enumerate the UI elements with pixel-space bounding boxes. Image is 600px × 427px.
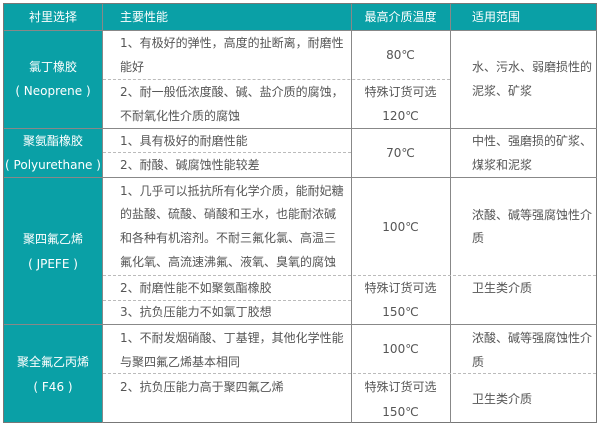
scope-line: 浓酸、碱等强腐蚀性介 <box>472 331 593 345</box>
header-lining: 衬里选择 <box>28 10 77 24</box>
scope-line: 质 <box>472 355 485 369</box>
dashed-divider <box>103 300 351 301</box>
scope-line: 卫生类介质 <box>472 392 533 406</box>
lining-table <box>3 3 597 423</box>
lining-code: ( F46 ) <box>33 380 73 394</box>
lining-name: 聚全氟乙丙烯 <box>16 355 89 369</box>
lining-name: 聚氨酯橡胶 <box>22 134 83 148</box>
temp: 100℃ <box>382 220 419 234</box>
temp: 150℃ <box>382 305 419 319</box>
divider <box>4 324 597 325</box>
scope-line: 中性、强磨损的矿浆、 <box>472 134 593 148</box>
divider <box>450 4 451 423</box>
divider <box>351 4 352 423</box>
property-line: 和各种有机溶剂。不耐三氟化氯、高温三 <box>120 231 337 245</box>
lining-code: ( Polyurethane ) <box>5 158 101 172</box>
temp: 70℃ <box>386 146 415 160</box>
dashed-divider <box>103 373 596 374</box>
divider <box>4 30 597 31</box>
divider <box>102 4 103 423</box>
first-column-bg <box>4 30 102 422</box>
lining-name: 氯丁橡胶 <box>28 60 77 74</box>
scope-line: 浓酸、碱等强腐蚀性介 <box>472 208 593 222</box>
property-line: 2、耐一般低浓度酸、碱、盐介质的腐蚀， <box>120 85 344 99</box>
header-max-temp: 最高介质温度 <box>364 10 437 24</box>
temp-note: 特殊订货可选 <box>364 281 437 295</box>
property-line: 2、耐酸、碱腐蚀性能较差 <box>120 158 260 172</box>
divider <box>4 177 597 178</box>
scope-line: 煤浆和泥浆 <box>472 158 533 172</box>
scope-line: 泥浆、矿浆 <box>472 84 533 98</box>
property-line: 1、几乎可以抵抗所有化学介质，能耐妃糖 <box>120 184 344 198</box>
property-line: 氟化氧、高流速沸氟、液氧、臭氧的腐蚀 <box>120 255 337 269</box>
temp: 100℃ <box>382 342 419 356</box>
property-line: 2、抗负压能力高于聚四氟乙烯 <box>120 380 284 394</box>
property-line: 1、有极好的弹性，高度的扯断离，耐磨性 <box>120 36 344 50</box>
header-scope: 适用范围 <box>472 10 521 24</box>
temp: 120℃ <box>382 109 419 123</box>
temp: 150℃ <box>382 405 419 419</box>
dashed-divider <box>103 152 351 153</box>
divider <box>4 128 597 129</box>
property-line: 与聚四氟乙烯基本相同 <box>120 355 241 369</box>
property-line: 不耐氧化性介质的腐蚀 <box>120 109 241 123</box>
property-line: 3、抗负压能力不如氯丁胶想 <box>120 305 272 319</box>
scope-line: 水、污水、弱磨损性的 <box>472 60 593 74</box>
property-line: 2、耐磨性能不如聚氨酯橡胶 <box>120 281 272 295</box>
temp: 80℃ <box>386 48 415 62</box>
scope-line: 卫生类介质 <box>472 281 533 295</box>
dashed-divider <box>103 275 596 276</box>
lining-name: 聚四氟乙烯 <box>22 232 83 246</box>
temp-note: 特殊订货可选 <box>364 85 437 99</box>
property-line: 1、具有极好的耐磨性能 <box>120 134 248 148</box>
property-line: 能好 <box>120 60 145 74</box>
temp-note: 特殊订货可选 <box>364 380 437 394</box>
header-properties: 主要性能 <box>120 10 169 24</box>
property-line: 的盐酸、硫酸、硝酸和王水，也能耐浓碱 <box>120 207 337 221</box>
lining-code: ( Neoprene ) <box>15 84 91 98</box>
scope-line: 质 <box>472 231 485 245</box>
dashed-divider <box>103 79 450 80</box>
property-line: 1、不耐发烟硝酸、丁基锂，其他化学性能 <box>120 331 344 345</box>
lining-code: ( JPEFE ) <box>28 257 78 271</box>
